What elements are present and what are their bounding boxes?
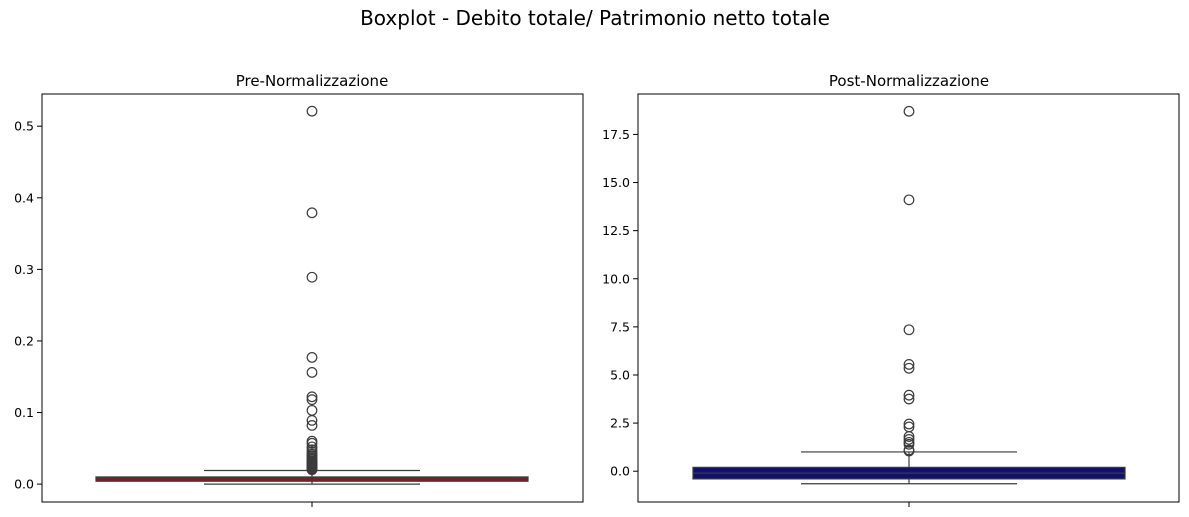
outlier-point xyxy=(903,438,915,450)
boxplot xyxy=(95,469,529,485)
y-tick-label: 0.2 xyxy=(14,333,34,348)
y-tick-label: 12.5 xyxy=(602,223,630,238)
y-tick-label: 10.0 xyxy=(602,271,630,286)
outlier-point xyxy=(306,207,318,219)
panel-pre-normalizzazione: Pre-Normalizzazione 0.0 0.1 0.2 0.3 0.4 0.5 xyxy=(14,72,584,507)
panel-post-normalizzazione: Post-Normalizzazione 0.0 2.5 5.0 7.5 10.0 12.… xyxy=(602,72,1180,507)
y-tick-label: 15.0 xyxy=(602,175,630,190)
axes-frame xyxy=(41,93,584,503)
outlier-point xyxy=(306,464,318,476)
outlier-point xyxy=(306,391,318,403)
panel-title: Post-Normalizzazione xyxy=(829,72,989,90)
outlier-point xyxy=(903,362,915,374)
outliers xyxy=(903,105,915,457)
outlier-point xyxy=(903,194,915,206)
y-tick-label: 0.5 xyxy=(14,119,34,134)
outlier-point xyxy=(903,324,915,336)
outlier-point xyxy=(306,105,318,117)
outlier-point xyxy=(903,418,915,430)
outlier-point xyxy=(903,393,915,405)
outlier-point xyxy=(306,420,318,431)
y-tick-label: 17.5 xyxy=(602,127,630,142)
y-tick-label: 0.3 xyxy=(14,262,34,277)
outlier-point xyxy=(306,352,318,363)
outlier-point xyxy=(903,105,915,117)
y-axis: 0.0 2.5 5.0 7.5 10.0 12.5 15.0 17.5 xyxy=(602,127,638,479)
outlier-point xyxy=(306,437,318,449)
y-tick-label: 0.0 xyxy=(610,464,630,479)
y-tick-label: 0.4 xyxy=(14,190,34,205)
y-tick-label: 7.5 xyxy=(610,319,630,334)
outlier-point xyxy=(903,389,915,401)
y-tick-label: 0.0 xyxy=(14,477,34,492)
y-tick-label: 5.0 xyxy=(610,367,630,382)
outlier-point xyxy=(903,445,915,457)
outlier-point xyxy=(903,358,915,370)
panel-title: Pre-Normalizzazione xyxy=(236,72,389,90)
y-axis: 0.0 0.1 0.2 0.3 0.4 0.5 xyxy=(14,119,42,492)
boxplot xyxy=(692,451,1126,485)
y-tick-label: 2.5 xyxy=(610,416,630,431)
outlier-point xyxy=(306,367,318,378)
outlier-point xyxy=(306,271,318,283)
outlier-point xyxy=(306,415,318,426)
outlier-point xyxy=(903,431,915,442)
outlier-point xyxy=(903,434,915,445)
outliers xyxy=(306,105,318,476)
figure-suptitle: Boxplot - Debito totale/ Patrimonio nett… xyxy=(360,6,830,30)
outlier-point xyxy=(306,394,318,406)
outlier-point xyxy=(306,404,318,416)
y-tick-label: 0.1 xyxy=(14,405,34,420)
